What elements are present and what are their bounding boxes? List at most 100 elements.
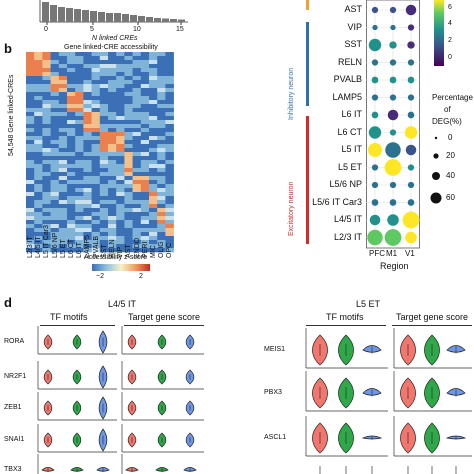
heatmap-cell bbox=[116, 144, 125, 149]
heatmap-cell bbox=[91, 164, 101, 169]
heatmap-cell bbox=[149, 168, 158, 173]
heatmap-cell bbox=[83, 172, 92, 177]
heatmap-cell bbox=[50, 144, 60, 149]
heatmap-cell bbox=[42, 172, 51, 177]
accessibility-heatmap bbox=[26, 52, 174, 253]
heatmap-cell bbox=[165, 104, 174, 109]
heatmap-cell bbox=[165, 108, 174, 113]
heatmap-cell bbox=[34, 188, 43, 193]
heatmap-cell bbox=[42, 188, 51, 193]
heatmap-cell bbox=[42, 204, 51, 209]
heatmap-cell bbox=[34, 160, 43, 165]
heatmap-cell bbox=[83, 232, 92, 237]
heatmap-cell bbox=[58, 172, 68, 177]
heatmap-cell bbox=[108, 240, 117, 245]
heatmap-cell bbox=[108, 84, 117, 89]
heatmap-cell bbox=[34, 140, 43, 145]
heatmap-cell bbox=[67, 140, 76, 145]
heatmap-cell bbox=[91, 168, 101, 173]
heatmap-cell bbox=[50, 176, 60, 181]
dotplot-row-label: L4/5 IT bbox=[333, 214, 362, 224]
heatmap-cell bbox=[75, 92, 84, 97]
heatmap-cell bbox=[140, 148, 150, 153]
heatmap-cell bbox=[34, 116, 43, 121]
heatmap-cell bbox=[108, 208, 117, 213]
heatmap-cell bbox=[34, 56, 43, 61]
heatmap-cell bbox=[140, 96, 150, 101]
heatmap-cell bbox=[42, 248, 51, 253]
heatmap-cell bbox=[83, 132, 92, 137]
heatmap-cell bbox=[75, 224, 84, 229]
heatmap-cell bbox=[26, 160, 35, 165]
heatmap-cell bbox=[42, 212, 51, 217]
heatmap-cell bbox=[108, 236, 117, 241]
heatmap-cell bbox=[99, 132, 109, 137]
heatmap-cell bbox=[157, 148, 166, 153]
heatmap-cell bbox=[132, 180, 142, 185]
right-tf-title: TF motifs bbox=[326, 312, 364, 322]
heatmap-cell bbox=[58, 108, 68, 113]
dotplot-dot bbox=[404, 126, 418, 139]
heatmap-cell bbox=[42, 120, 51, 125]
heatmap-cell bbox=[149, 116, 158, 121]
heatmap-cell bbox=[26, 56, 35, 61]
heatmap-cell bbox=[26, 92, 35, 97]
heatmap-cell bbox=[67, 124, 76, 129]
heatmap-cell bbox=[99, 136, 109, 141]
heatmap-cell bbox=[75, 144, 84, 149]
dotplot-row-label: L2/3 IT bbox=[333, 231, 362, 242]
heatmap-cell bbox=[140, 68, 150, 73]
heatmap-cell bbox=[157, 244, 166, 249]
heatmap-cell bbox=[91, 244, 101, 249]
heatmap-cell bbox=[140, 100, 150, 105]
heatmap-cell bbox=[132, 216, 142, 221]
heatmap-cell bbox=[108, 180, 117, 185]
heatmap-cell bbox=[91, 156, 101, 161]
heatmap-cell bbox=[42, 216, 51, 221]
heatmap-cell bbox=[42, 60, 51, 65]
dotplot-dot bbox=[371, 6, 379, 14]
heatmap-cell bbox=[50, 80, 60, 85]
heatmap-cell bbox=[149, 148, 158, 153]
heatmap-cell bbox=[124, 208, 133, 213]
heatmap-cell bbox=[67, 212, 76, 217]
heatmap-cell bbox=[157, 152, 166, 157]
heatmap-cell bbox=[58, 220, 68, 225]
heatmap-cell bbox=[91, 160, 101, 165]
heatmap-cell bbox=[99, 160, 109, 165]
hist-bar bbox=[98, 12, 105, 22]
heatmap-cell bbox=[50, 76, 60, 81]
dotplot-dot bbox=[371, 94, 379, 101]
heatmap-cell bbox=[91, 108, 101, 113]
heatmap-cell bbox=[157, 224, 166, 229]
heatmap-cell bbox=[132, 204, 142, 209]
heatmap-cell bbox=[140, 120, 150, 125]
hist-bar bbox=[42, 2, 49, 22]
heatmap-cell bbox=[108, 108, 117, 113]
heatmap-cell bbox=[91, 80, 101, 85]
heatmap-cell bbox=[58, 136, 68, 141]
heatmap-cell bbox=[50, 208, 60, 213]
heatmap-cell bbox=[75, 60, 84, 65]
cbar-tick: 0 bbox=[448, 54, 452, 61]
heatmap-cell bbox=[132, 72, 142, 77]
heatmap-cell bbox=[165, 140, 174, 145]
heatmap-cell bbox=[108, 140, 117, 145]
heatmap-cell bbox=[75, 96, 84, 101]
heatmap-cell bbox=[99, 144, 109, 149]
heatmap-cell bbox=[108, 188, 117, 193]
colorbar-max: 2 bbox=[139, 273, 143, 280]
heatmap-cell bbox=[91, 192, 101, 197]
heatmap-cell bbox=[165, 220, 174, 225]
heatmap-cell bbox=[140, 176, 150, 181]
heatmap-cell bbox=[149, 232, 158, 237]
heatmap-cell bbox=[34, 88, 43, 93]
heatmap-cell bbox=[91, 188, 101, 193]
heatmap-cell bbox=[99, 180, 109, 185]
dotplot-row-label: L5 ET bbox=[337, 161, 362, 172]
heatmap-cell bbox=[149, 240, 158, 245]
heatmap-cell bbox=[83, 64, 92, 69]
heatmap-cell bbox=[157, 140, 166, 145]
heatmap-cell bbox=[58, 236, 68, 241]
heatmap-cell bbox=[132, 196, 142, 201]
